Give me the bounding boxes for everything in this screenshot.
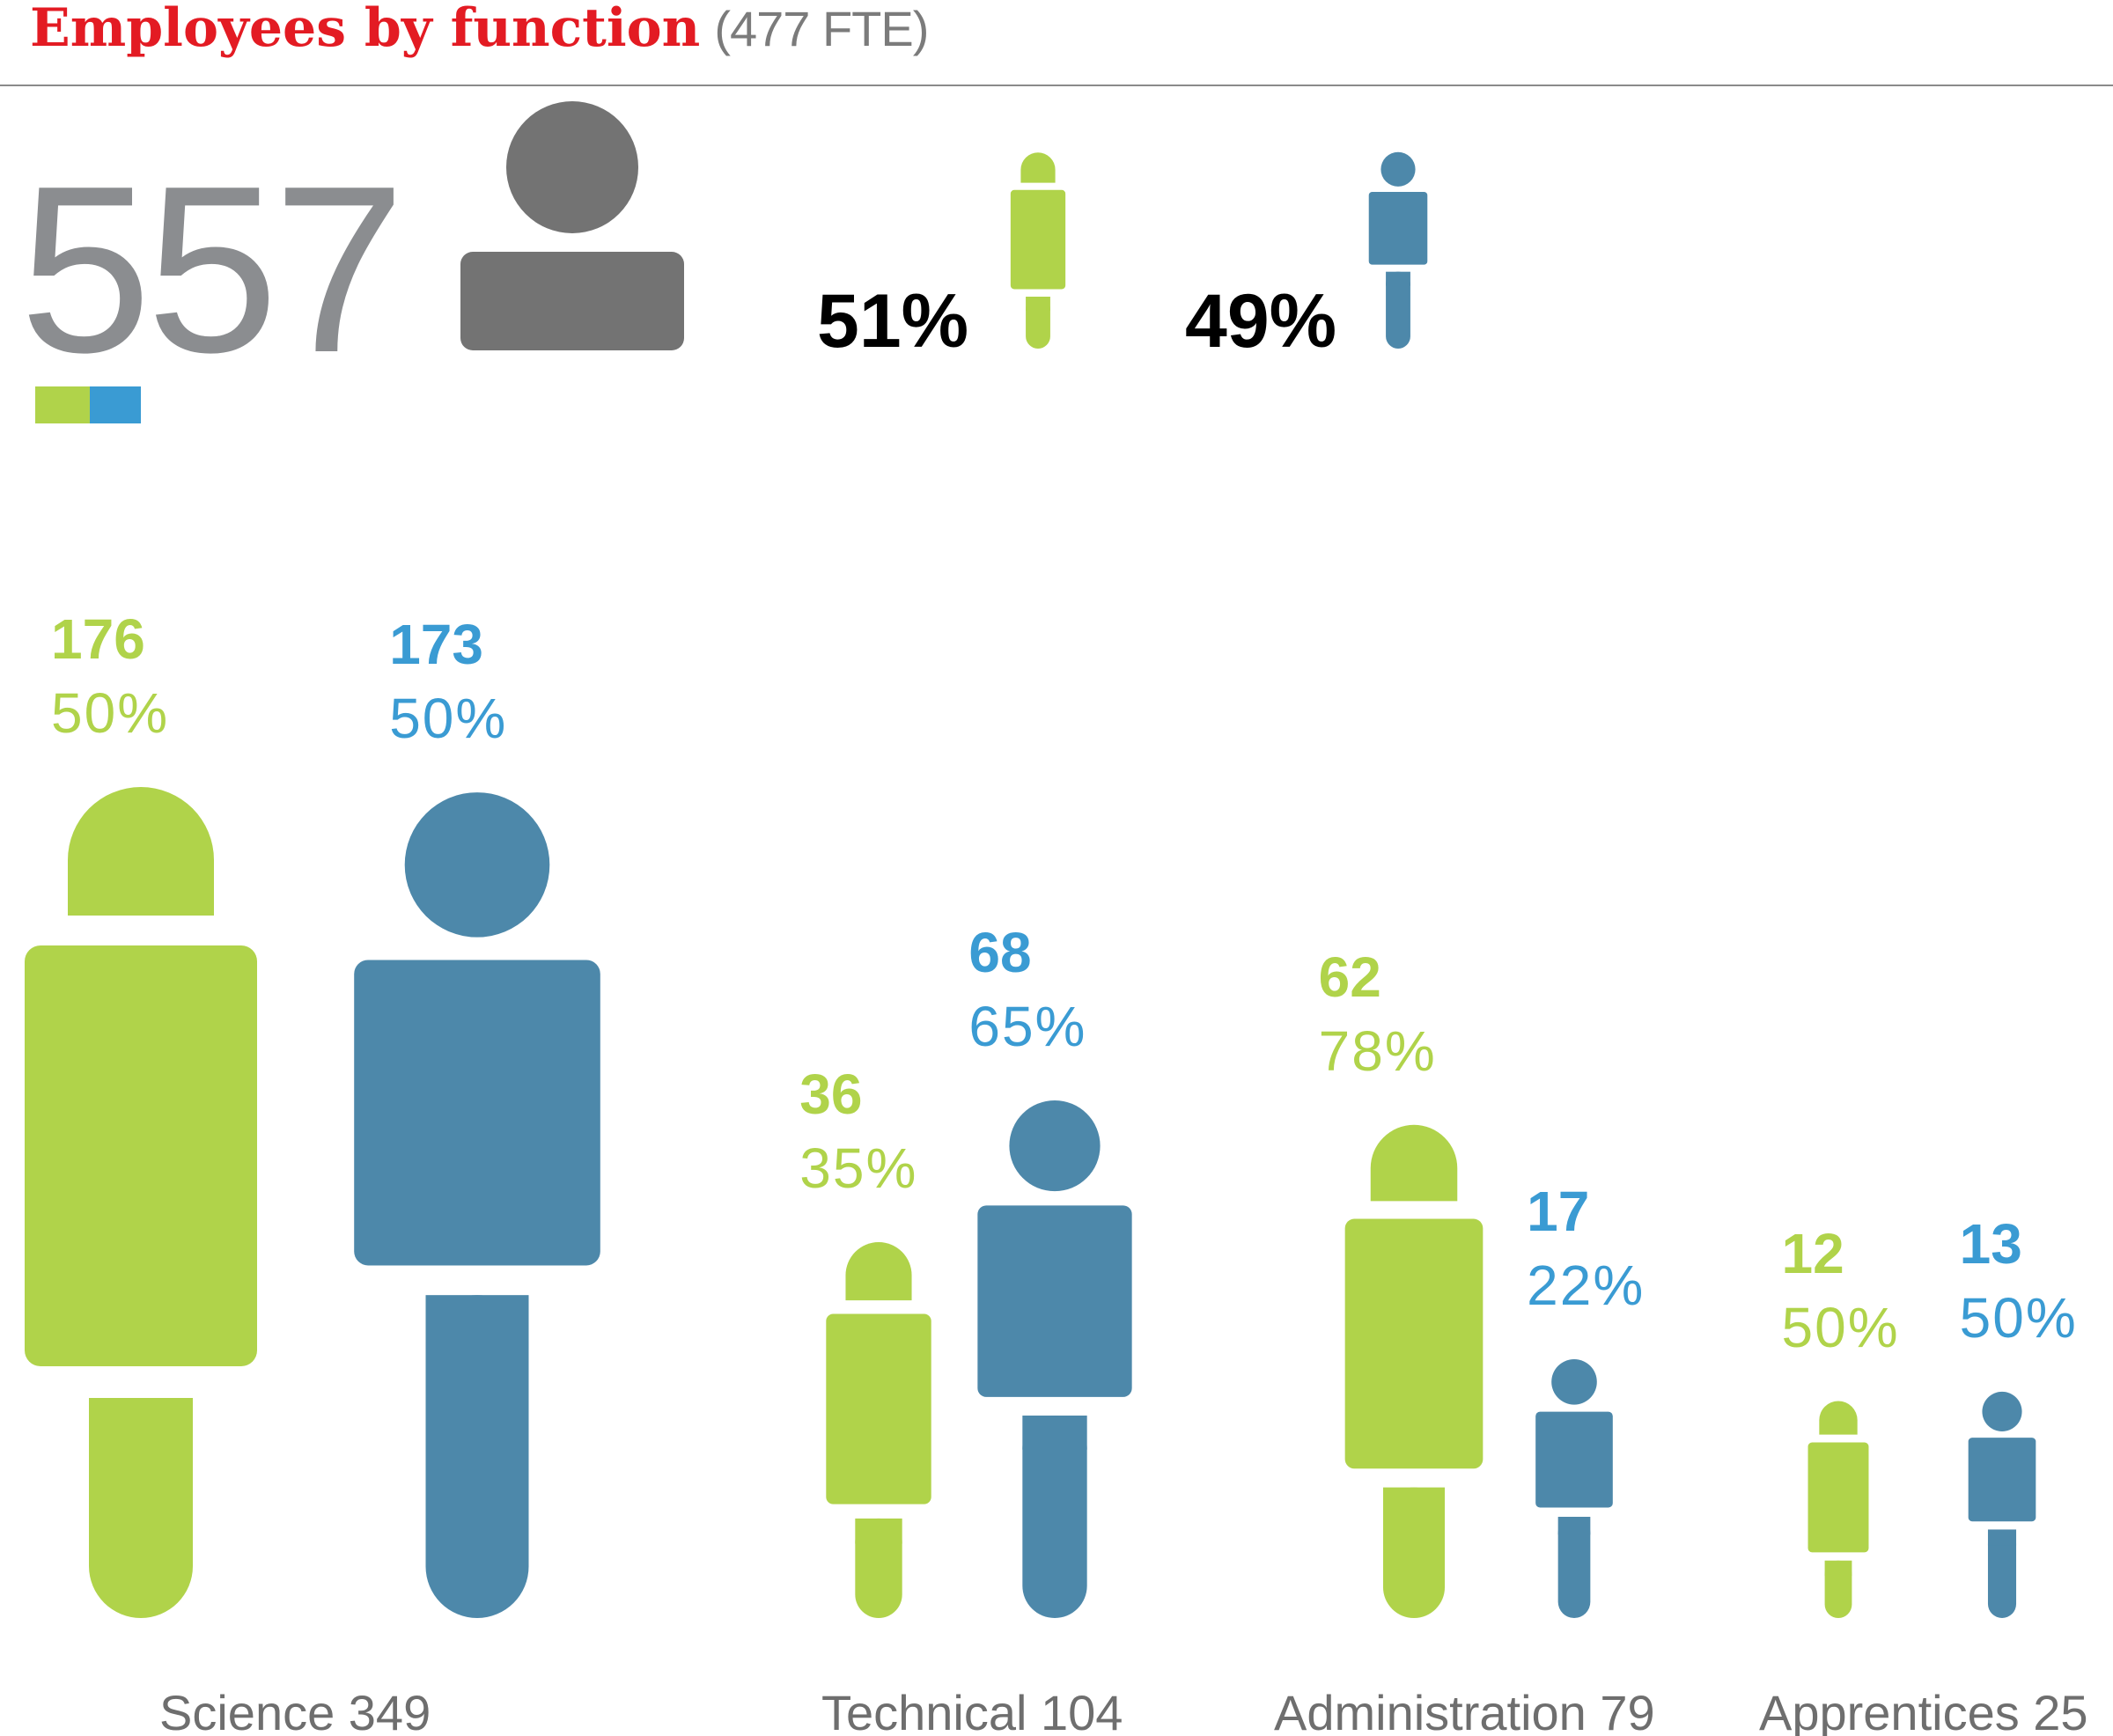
technical-male-figure-torso — [977, 1205, 1132, 1397]
total-person-icon — [460, 101, 684, 350]
science-female-count: 176 — [51, 607, 145, 671]
administration-male-figure-torso — [1535, 1411, 1613, 1508]
title-rule — [0, 85, 2113, 86]
administration-female-figure-torso — [1344, 1218, 1484, 1469]
technical-female-figure-head — [845, 1242, 912, 1301]
chart-subtitle: (477 FTE) — [714, 1, 929, 56]
apprentices-male-figure-head — [1982, 1391, 2022, 1432]
technical-male-pct: 65% — [968, 994, 1087, 1058]
technical-female-figure-leg-top — [855, 1518, 902, 1544]
science-male-figure — [354, 792, 600, 1618]
administration-male-count: 17 — [1527, 1179, 1590, 1243]
administration-female-pct: 78% — [1318, 1019, 1437, 1083]
administration-female-figure-head — [1370, 1124, 1458, 1202]
summary-male-icon-leg-top — [1386, 271, 1410, 286]
apprentices-female-count: 12 — [1781, 1221, 1844, 1285]
summary-icons — [1010, 151, 1428, 349]
apprentices-female-figure-head — [1819, 1401, 1858, 1435]
science-male-figure-head — [404, 792, 550, 938]
figures — [25, 787, 2036, 1618]
apprentices-category-label: Apprentices 25 — [1759, 1685, 2088, 1736]
total-person-body — [460, 252, 684, 350]
administration-male-figure-leg — [1557, 1517, 1591, 1618]
apprentices-male-count: 13 — [1959, 1211, 2022, 1276]
chart-title: Employees by function (477 FTE) — [30, 1, 929, 56]
science-male-count: 173 — [389, 613, 483, 677]
apprentices-female-pct: 50% — [1781, 1295, 1900, 1359]
chart-title-text: Employees by function — [30, 0, 701, 59]
technical-category-label: Technical 104 — [821, 1685, 1123, 1736]
legend-female-swatch — [35, 386, 90, 423]
total-person-head — [506, 101, 638, 233]
summary-female-icon-leg-top — [1026, 297, 1050, 311]
apprentices-female-figure-torso — [1807, 1442, 1869, 1553]
summary-male-icon-leg — [1386, 271, 1410, 349]
color-legend-swatches — [35, 386, 141, 423]
administration-male-figure-leg-top — [1557, 1517, 1591, 1535]
male-share-label: 49% — [1185, 279, 1337, 364]
science-category-label: Science 349 — [159, 1685, 431, 1736]
technical-male-figure — [977, 1100, 1132, 1618]
technical-male-count: 68 — [968, 920, 1032, 984]
science-female-figure — [25, 787, 257, 1618]
technical-female-pct: 35% — [799, 1136, 918, 1201]
apprentices-female-figure — [1807, 1401, 1869, 1618]
technical-male-figure-leg — [1022, 1416, 1087, 1618]
administration-male-pct: 22% — [1527, 1253, 1645, 1317]
apprentices-male-figure — [1968, 1391, 2036, 1618]
science-male-figure-leg — [425, 1295, 529, 1618]
science-male-figure-torso — [354, 960, 600, 1266]
apprentices-male-pct: 50% — [1959, 1285, 2078, 1350]
science-male-pct: 50% — [389, 687, 508, 751]
technical-male-figure-leg-top — [1022, 1416, 1087, 1450]
administration-male-figure — [1535, 1358, 1613, 1618]
summary-female-icon-head — [1020, 152, 1056, 183]
summary-male-icon — [1368, 151, 1428, 349]
technical-female-count: 36 — [799, 1063, 863, 1127]
science-female-figure-head — [68, 787, 214, 916]
apprentices-male-figure-torso — [1968, 1438, 2036, 1522]
total-employees: 557 — [19, 137, 405, 402]
technical-female-figure — [826, 1242, 931, 1618]
administration-female-count: 62 — [1318, 945, 1381, 1009]
science-female-figure-torso — [25, 945, 257, 1366]
administration-category-label: Administration 79 — [1274, 1685, 1655, 1736]
administration-female-figure-leg — [1382, 1487, 1446, 1618]
science-female-pct: 50% — [51, 681, 170, 745]
administration-female-figure — [1344, 1124, 1484, 1618]
administration-female-figure-leg-top — [1382, 1487, 1446, 1520]
science-female-figure-leg-top — [89, 1398, 193, 1452]
technical-female-figure-torso — [826, 1313, 931, 1504]
apprentices-female-figure-leg-top — [1824, 1560, 1852, 1577]
summary-male-icon-head — [1380, 151, 1416, 187]
technical-male-figure-head — [1009, 1100, 1101, 1192]
summary-male-icon-torso — [1368, 192, 1428, 265]
science-female-figure-leg — [89, 1398, 193, 1618]
apprentices-male-figure-leg-top — [1987, 1529, 2017, 1546]
summary-female-icon — [1010, 152, 1066, 349]
apprentices-male-figure-leg — [1987, 1529, 2017, 1618]
legend-male-swatch — [90, 386, 141, 423]
administration-male-figure-head — [1551, 1358, 1597, 1405]
female-share-label: 51% — [817, 279, 969, 364]
science-male-figure-leg-top — [425, 1295, 529, 1349]
summary-female-icon-torso — [1010, 189, 1066, 290]
